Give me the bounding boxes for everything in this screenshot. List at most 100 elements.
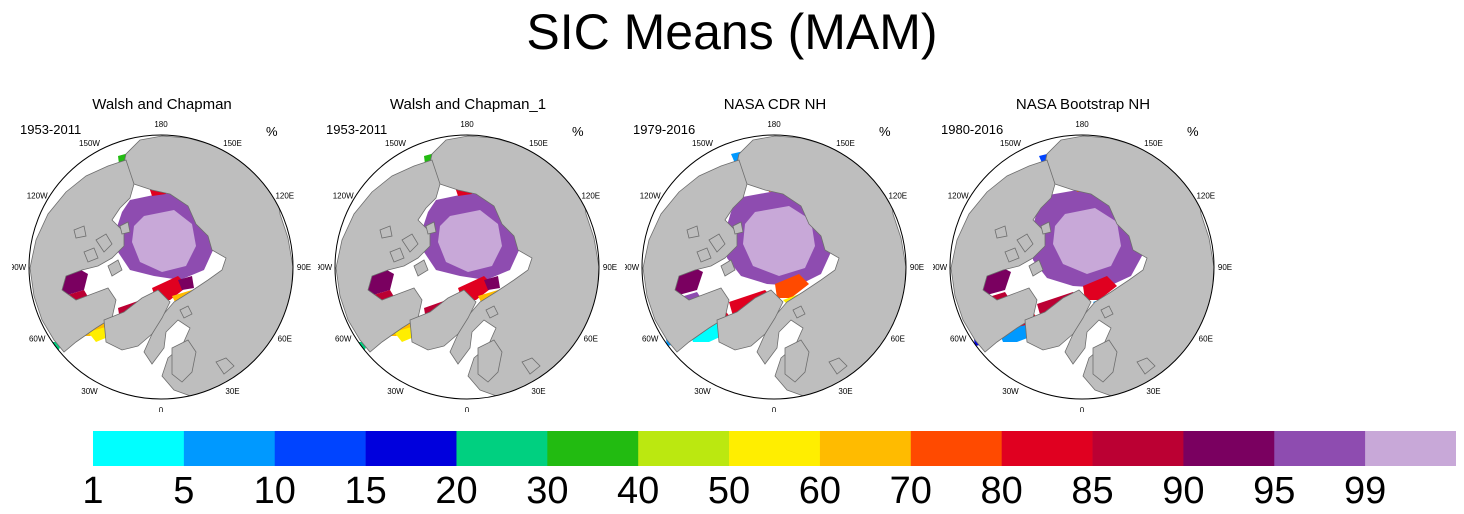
longitude-label: 30W	[387, 387, 404, 396]
longitude-label: 120E	[275, 192, 294, 201]
sea-ice-region	[484, 276, 500, 290]
land-mass	[477, 339, 503, 383]
land-mass	[83, 247, 99, 263]
land-mass	[107, 259, 123, 277]
longitude-label: 150W	[385, 139, 406, 148]
map-boundary	[641, 134, 907, 400]
colorbar-swatch	[638, 431, 730, 466]
land-mass	[413, 259, 429, 277]
sea-ice-region	[178, 276, 194, 290]
land-mass	[425, 221, 437, 235]
land-mass	[119, 221, 131, 235]
land-mass	[708, 233, 726, 253]
longitude-label: 120W	[948, 192, 969, 201]
longitude-label: 150E	[1144, 139, 1163, 148]
longitude-label: 30W	[1002, 387, 1019, 396]
longitude-label: 0	[465, 406, 470, 412]
land-mass	[994, 225, 1008, 239]
period-label: 1980-2016	[941, 122, 1004, 137]
land-mass	[103, 289, 171, 351]
land-mass	[720, 259, 736, 277]
longitude-label: 60W	[29, 335, 46, 344]
colorbar-swatch	[183, 431, 276, 466]
land-mass	[1136, 357, 1156, 375]
longitude-label: 120W	[27, 192, 48, 201]
polar-map: 180 150E 120E 90E 60E 30E 0 30W 60W 90W 120W 150W	[318, 120, 617, 412]
longitude-label: 90E	[603, 263, 617, 272]
longitude-label: 150W	[692, 139, 713, 148]
land-mass	[521, 357, 541, 375]
panel-title: Walsh and Chapman_1	[389, 96, 547, 113]
figure-title: SIC Means (MAM)	[526, 4, 938, 60]
longitude-label: 180	[460, 120, 474, 129]
longitude-label: 30E	[1146, 387, 1160, 396]
colorbar-tick-label: 1	[82, 470, 104, 512]
land-mass	[121, 135, 293, 399]
longitude-label: 60E	[278, 335, 292, 344]
longitude-label: 60W	[950, 335, 967, 344]
colorbar-swatch	[1365, 431, 1456, 466]
map-boundary	[28, 134, 294, 400]
colorbar-tick-label: 85	[1071, 470, 1114, 512]
colorbar-swatch	[365, 431, 457, 466]
longitude-label: 150W	[1000, 139, 1021, 148]
land-mass	[686, 225, 700, 239]
period-label: 1953-2011	[326, 122, 388, 137]
sea-ice-region	[1083, 276, 1117, 300]
longitude-label: 60E	[584, 335, 598, 344]
polar-map: 180 150E 120E 90E 60E 30E 0 30W 60W 90W 120W 150W	[625, 120, 924, 412]
longitude-label: 90E	[297, 263, 311, 272]
longitude-label: 90W	[318, 263, 333, 272]
land-mass	[389, 247, 405, 263]
longitude-label: 30E	[531, 387, 545, 396]
land-mass	[828, 357, 848, 375]
longitude-label: 90W	[933, 263, 948, 272]
unit-label: %	[572, 124, 584, 139]
polar-map: 180 150E 120E 90E 60E 30E 0 30W 60W 90W 120W 150W	[12, 120, 311, 412]
land-mass	[1004, 247, 1020, 263]
longitude-label: 60W	[335, 335, 352, 344]
colorbar	[93, 431, 1456, 466]
map-boundary	[334, 134, 600, 400]
panel-title: NASA CDR NH	[723, 96, 827, 113]
sea-ice-region	[775, 274, 809, 298]
longitude-label: 0	[772, 406, 777, 412]
colorbar-tick-label: 20	[435, 470, 478, 512]
land-mass	[95, 233, 113, 253]
colorbar-tick-label: 80	[980, 470, 1023, 512]
land-mass	[716, 289, 784, 351]
longitude-label: 150E	[529, 139, 548, 148]
colorbar-tick-label: 99	[1343, 470, 1387, 512]
land-mass	[732, 221, 744, 235]
land-mass	[401, 233, 419, 253]
longitude-label: 180	[154, 120, 168, 129]
longitude-label: 120E	[1196, 192, 1215, 201]
longitude-label: 30W	[81, 387, 98, 396]
map-panel-3: NASA CDR NH 1979-2016 % 180 150E 120E 90E 60…	[625, 92, 925, 412]
longitude-label: 150E	[836, 139, 855, 148]
colorbar-swatch	[1183, 431, 1275, 466]
longitude-label: 90W	[12, 263, 27, 272]
longitude-label: 120W	[333, 192, 354, 201]
longitude-label: 90E	[1218, 263, 1232, 272]
map-panel-2: Walsh and Chapman_1 1953-2011 % 180 150E 1…	[318, 92, 618, 412]
sea-ice-region	[743, 206, 815, 276]
map-panel-1: Walsh and Chapman 1953-2011 % 180 150E 120…	[12, 92, 312, 412]
colorbar-swatch	[93, 431, 185, 466]
longitude-label: 180	[1075, 120, 1089, 129]
land-mass	[179, 305, 193, 319]
longitude-label: 90W	[625, 263, 640, 272]
sea-ice-region	[132, 210, 196, 272]
colorbar-swatch	[547, 431, 639, 466]
period-label: 1979-2016	[633, 122, 696, 137]
land-mass	[171, 339, 197, 383]
longitude-label: 120E	[581, 192, 600, 201]
colorbar-tick-label: 50	[707, 470, 751, 512]
colorbar-tick-label: 70	[889, 470, 932, 512]
land-mass	[485, 305, 499, 319]
land-mass	[215, 357, 235, 375]
colorbar-tick-label: 95	[1253, 470, 1296, 512]
colorbar-tick-label: 10	[253, 470, 296, 512]
longitude-label: 60W	[642, 335, 659, 344]
colorbar-tick-label: 15	[344, 470, 387, 512]
